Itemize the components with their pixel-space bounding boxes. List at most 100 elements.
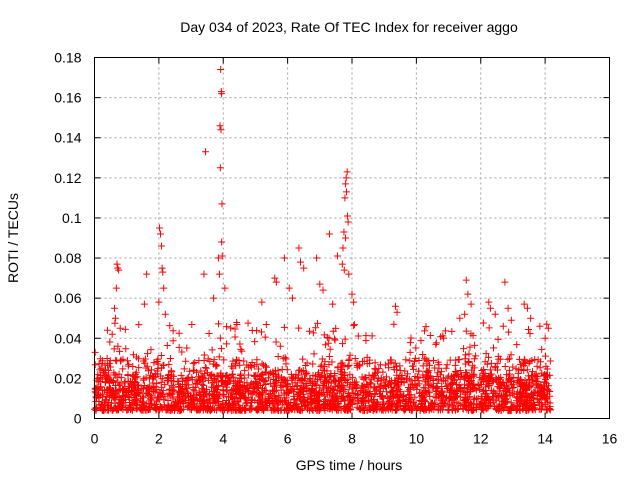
data-point <box>145 385 153 393</box>
data-point <box>441 327 449 335</box>
data-point <box>395 374 403 382</box>
data-point <box>106 338 114 346</box>
data-point <box>314 404 322 412</box>
data-point <box>110 387 118 395</box>
data-point <box>500 400 508 408</box>
data-point <box>141 406 149 414</box>
data-point <box>312 372 320 380</box>
data-point <box>321 358 329 366</box>
data-point <box>154 393 162 401</box>
data-point <box>542 375 550 383</box>
data-point <box>267 406 275 414</box>
data-point <box>470 355 478 363</box>
data-point <box>413 404 421 412</box>
data-point <box>466 343 474 351</box>
data-point <box>407 380 415 388</box>
data-point <box>217 126 225 134</box>
data-point <box>199 406 207 414</box>
data-point <box>175 329 183 337</box>
data-point <box>527 382 535 390</box>
data-point <box>318 361 326 369</box>
data-point <box>159 375 167 383</box>
data-point <box>344 363 352 371</box>
data-point <box>466 379 474 387</box>
data-point <box>529 395 537 403</box>
data-point <box>420 396 428 404</box>
data-point <box>445 395 453 403</box>
data-point <box>249 383 257 391</box>
data-point <box>343 212 351 220</box>
data-point <box>467 300 475 308</box>
data-point <box>494 405 502 413</box>
data-point <box>348 290 356 298</box>
data-point <box>440 334 448 342</box>
data-point <box>169 383 177 391</box>
data-point <box>332 377 340 385</box>
data-point <box>213 391 221 399</box>
data-point <box>218 90 226 98</box>
data-point <box>257 328 265 336</box>
y-axis-ticks: 0 0.02 0.04 0.06 0.08 0.1 0.12 0.14 0.16 0.18 <box>54 50 610 427</box>
data-point <box>239 404 247 412</box>
data-point <box>426 331 434 339</box>
data-point <box>372 366 380 374</box>
data-point <box>230 379 238 387</box>
y-tick-label: 0.08 <box>54 250 81 266</box>
x-tick-label: 16 <box>602 431 618 447</box>
data-point <box>218 252 226 260</box>
data-point <box>472 395 480 403</box>
data-point <box>221 406 229 414</box>
data-point <box>115 266 123 274</box>
data-point <box>154 355 162 363</box>
data-point <box>282 360 290 368</box>
data-point <box>197 367 205 375</box>
data-point <box>328 386 336 394</box>
data-point <box>498 381 506 389</box>
data-point <box>180 365 188 373</box>
data-point <box>124 405 132 413</box>
data-point <box>415 356 423 364</box>
data-point <box>526 357 534 365</box>
data-point <box>200 381 208 389</box>
data-point <box>218 200 226 208</box>
data-point <box>139 392 147 400</box>
data-point <box>459 405 467 413</box>
data-point <box>102 397 110 405</box>
data-point <box>377 376 385 384</box>
data-point <box>300 393 308 401</box>
data-point <box>516 406 524 414</box>
data-point <box>462 327 470 335</box>
data-point <box>429 377 437 385</box>
data-point <box>118 385 126 393</box>
data-point <box>269 370 277 378</box>
data-point <box>499 379 507 387</box>
data-point <box>421 384 429 392</box>
data-point <box>339 394 347 402</box>
data-point <box>341 371 349 379</box>
data-point <box>257 374 265 382</box>
data-point <box>209 379 217 387</box>
data-point <box>353 403 361 411</box>
data-point <box>342 174 350 182</box>
data-point <box>476 381 484 389</box>
data-point <box>274 367 282 375</box>
data-point <box>287 398 295 406</box>
data-point <box>163 341 171 349</box>
data-point <box>370 384 378 392</box>
data-point <box>119 355 127 363</box>
data-point <box>375 365 383 373</box>
data-point <box>236 340 244 348</box>
data-point <box>296 377 304 385</box>
data-point <box>185 401 193 409</box>
data-point <box>543 320 551 328</box>
data-point <box>430 403 438 411</box>
data-point <box>417 337 425 345</box>
data-point <box>258 400 266 408</box>
data-point <box>346 371 354 379</box>
data-point <box>363 391 371 399</box>
data-point <box>201 370 209 378</box>
data-point <box>400 391 408 399</box>
data-point <box>439 406 447 414</box>
data-point <box>283 376 291 384</box>
data-point <box>297 400 305 408</box>
